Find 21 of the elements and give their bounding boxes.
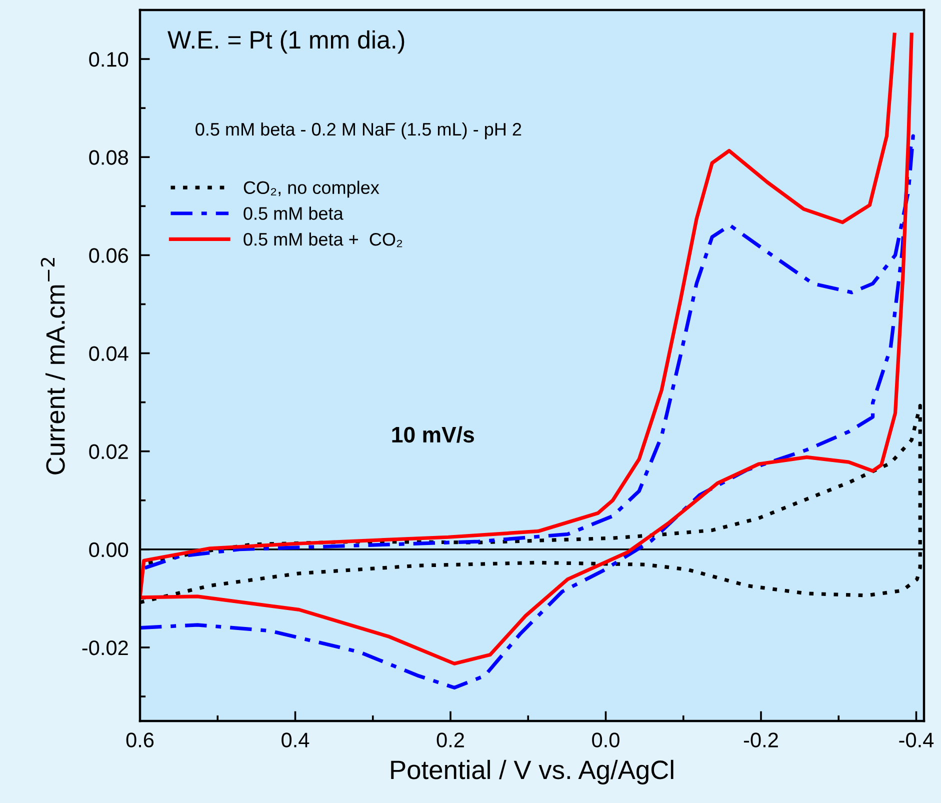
x-tick-label: 0.0 — [592, 732, 620, 748]
y-tick-label: -0.02 — [82, 640, 128, 656]
annotation: W.E. = Pt (1 mm dia.) — [168, 30, 404, 54]
x-axis-title: Potential / V vs. Ag/AgCl — [391, 760, 674, 784]
y-tick-label: 0.02 — [89, 444, 128, 460]
legend-label: CO₂, no complex — [244, 180, 380, 198]
y-tick-label: 0.08 — [89, 150, 128, 165]
x-tick-label: -0.2 — [744, 732, 778, 748]
x-tick-label: 0.4 — [282, 732, 310, 748]
x-tick-label: -0.4 — [899, 732, 934, 748]
legend-label: 0.5 mM beta + CO₂ — [244, 232, 402, 248]
legend-label: 0.5 mM beta — [244, 206, 344, 220]
annotation: 10 mV/s — [392, 426, 474, 443]
x-tick-label: 0.6 — [126, 732, 154, 748]
y-tick-label: 0.10 — [89, 52, 128, 67]
x-tick-label: 0.2 — [436, 732, 464, 748]
y-tick-label: 0.06 — [89, 248, 128, 263]
annotation: 0.5 mM beta - 0.2 M NaF (1.5 mL) - pH 2 — [196, 122, 522, 140]
y-tick-label: 0.04 — [89, 346, 128, 361]
y-axis-title: Current / mA.cm$^{−2}$ — [40, 258, 65, 474]
y-tick-label: 0.00 — [89, 542, 128, 558]
